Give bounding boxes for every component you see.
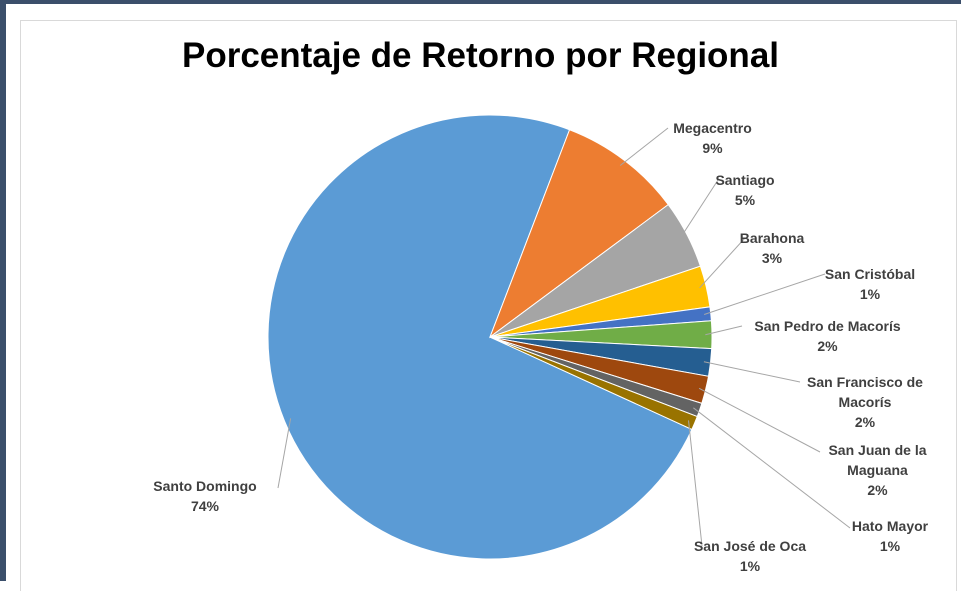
label-name: San Francisco de Macorís xyxy=(807,374,923,410)
label-value: 1% xyxy=(879,538,901,554)
leader-line xyxy=(703,361,801,383)
label-name: Santo Domingo xyxy=(153,478,257,494)
leader-line xyxy=(705,325,743,336)
label-name: San Juan de la Maguana xyxy=(828,442,927,478)
data-label: San Francisco de Macorís 2% xyxy=(790,372,940,432)
label-name: Megacentro xyxy=(673,120,752,136)
label-value: 9% xyxy=(702,140,723,156)
data-label: San José de Oca 1% xyxy=(670,536,830,576)
label-value: 2% xyxy=(817,338,838,354)
label-value: 3% xyxy=(761,250,783,266)
label-name: San Pedro de Macorís xyxy=(754,318,901,334)
data-label: Santo Domingo 74% xyxy=(140,476,270,516)
label-value: 1% xyxy=(739,558,761,574)
chart-title: Porcentaje de Retorno por Regional xyxy=(181,36,780,75)
label-name: Santiago xyxy=(715,172,775,188)
leader-line xyxy=(680,179,719,238)
data-label: Santiago 5% xyxy=(700,170,790,210)
label-value: 1% xyxy=(859,286,881,302)
data-label: Megacentro 9% xyxy=(660,118,765,158)
data-label: San Juan de la Maguana 2% xyxy=(810,440,945,500)
data-label: San Pedro de Macorís 2% xyxy=(740,316,915,356)
leader-line xyxy=(698,387,821,453)
label-value: 74% xyxy=(190,498,220,514)
data-label: San Cristóbal 1% xyxy=(815,264,925,304)
leader-line xyxy=(704,273,826,315)
label-name: Hato Mayor xyxy=(851,518,929,534)
label-value: 5% xyxy=(734,192,756,208)
label-name: San José de Oca xyxy=(693,538,807,554)
label-value: 2% xyxy=(867,482,888,498)
label-value: 2% xyxy=(854,414,876,430)
pie-slice xyxy=(488,129,669,339)
label-name: Barahona xyxy=(739,230,805,246)
leader-line xyxy=(699,237,746,289)
leader-line xyxy=(619,127,669,166)
pie-slice xyxy=(489,336,698,431)
leader-line xyxy=(688,420,703,547)
pie-slice xyxy=(267,114,693,560)
label-name: San Cristóbal xyxy=(824,266,916,282)
leader-line xyxy=(693,407,851,529)
data-label: Barahona 3% xyxy=(727,228,817,268)
chart-area xyxy=(20,20,957,591)
leader-line xyxy=(277,418,292,489)
data-label: Hato Mayor 1% xyxy=(835,516,945,556)
